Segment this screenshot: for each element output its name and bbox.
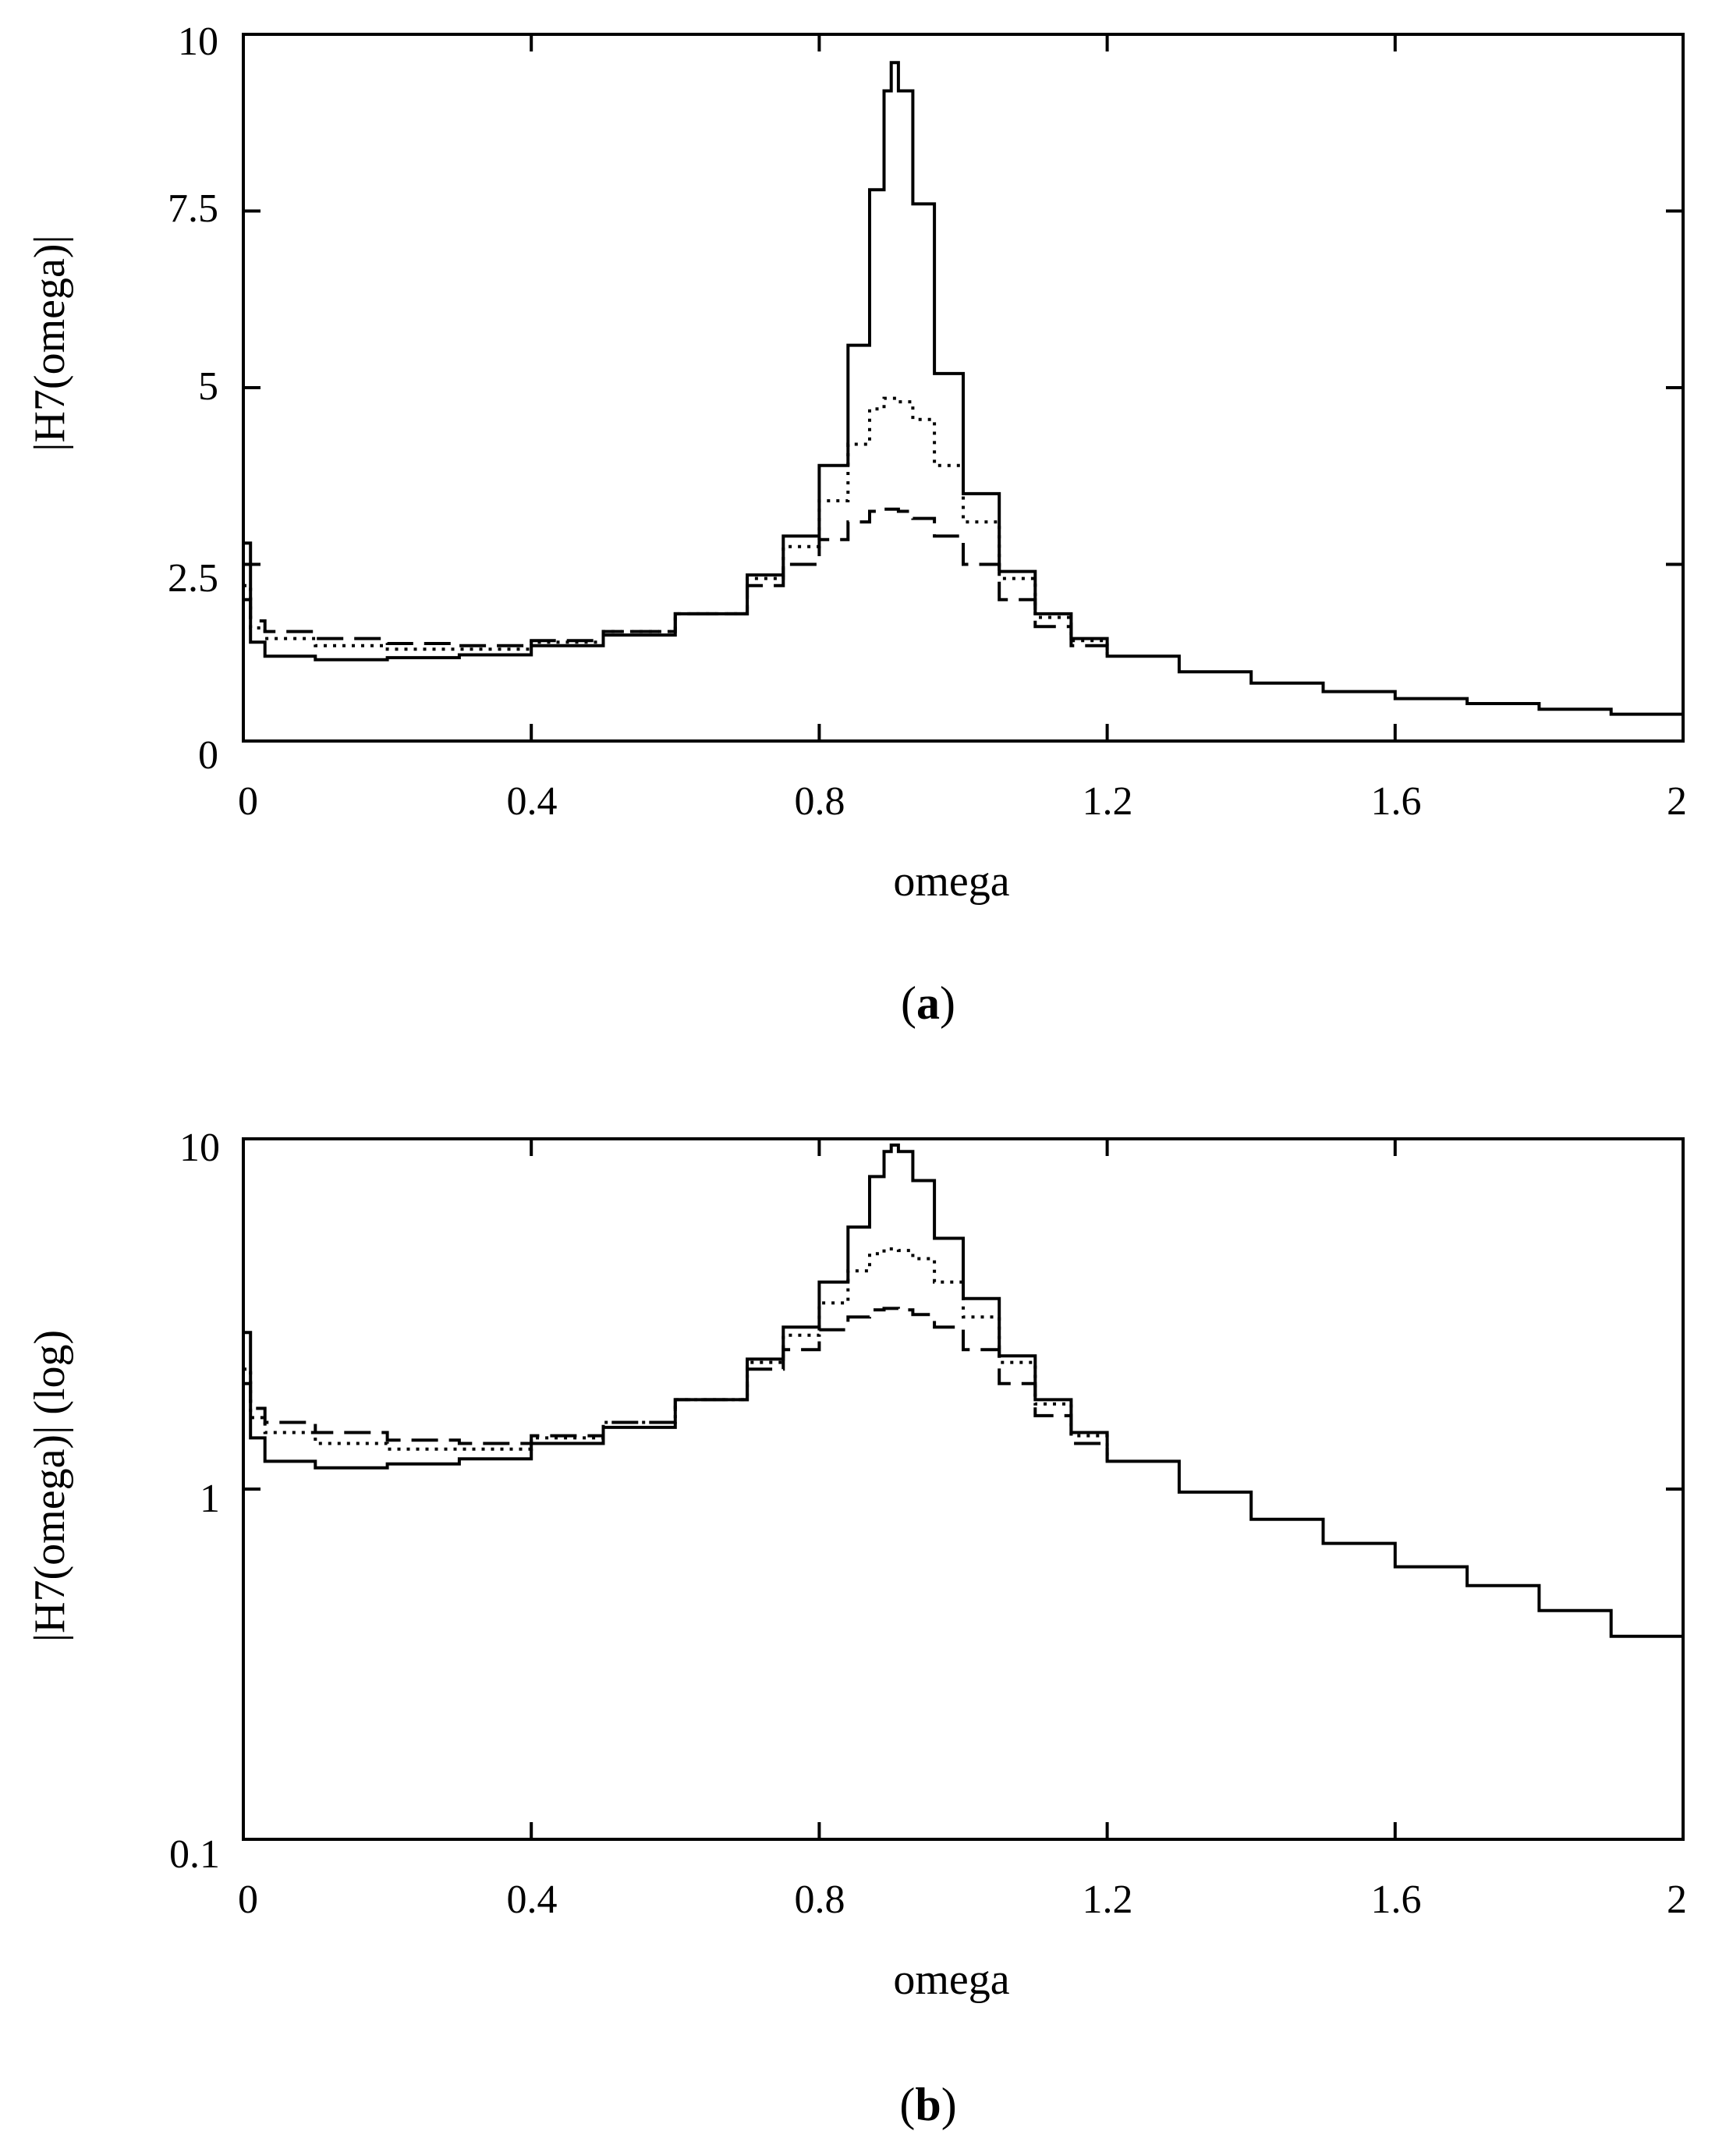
x-tick-label: 2	[1667, 1878, 1687, 1922]
panel-label-a: (a)	[901, 977, 955, 1029]
y-tick-label: 2.5	[168, 556, 218, 601]
x-tick-label: 0.4	[507, 779, 558, 824]
tick-marks-a	[242, 33, 1685, 743]
y-tick-label: 10	[178, 20, 218, 64]
tick-marks-b	[242, 1137, 1685, 1841]
x-tick-label: 0.8	[795, 779, 845, 824]
y-axis-label-b: |H7(omega)| (log)	[26, 1330, 74, 1642]
x-tick-label: 0.8	[795, 1878, 845, 1922]
x-tick-labels-b: 0 0.4 0.8 1.2 1.6 2	[238, 1878, 1687, 1922]
y-tick-labels-b: 0.1 1 10	[169, 1126, 220, 1877]
series-line-dashed	[243, 1307, 1109, 1462]
x-tick-label: 0.4	[507, 1878, 558, 1922]
x-axis-label-b: omega	[893, 1956, 1009, 2004]
y-tick-label: 10	[179, 1126, 220, 1170]
panel-label-close: )	[941, 2079, 957, 2130]
panel-label-b: (b)	[899, 2079, 956, 2130]
panel-label-letter: a	[916, 977, 940, 1029]
series-group-a	[243, 61, 1685, 718]
panel-label-close: )	[940, 977, 955, 1029]
y-axis-label-a: |H7(omega)|	[26, 235, 74, 451]
x-tick-label: 1.6	[1371, 1878, 1422, 1922]
y-tick-labels-a: 0 2.5 5 7.5 10	[168, 20, 218, 778]
x-tick-labels-a: 0 0.4 0.8 1.2 1.6 2	[238, 779, 1687, 824]
x-tick-label: 0	[238, 779, 258, 824]
x-tick-label: 1.2	[1083, 779, 1133, 824]
x-axis-label-a: omega	[893, 857, 1009, 906]
series-line-dotted	[243, 396, 1109, 657]
x-tick-label: 1.6	[1371, 779, 1422, 824]
x-tick-label: 0	[238, 1878, 258, 1922]
chart-panel-b: 0 0.4 0.8 1.2 1.6 2 0.1 1 10 omega |H7(o…	[26, 1126, 1687, 2130]
panel-label-letter: b	[915, 2079, 941, 2130]
series-group-b	[243, 1144, 1685, 1663]
chart-panel-a: 0 0.4 0.8 1.2 1.6 2 0 2.5 5 7.5 10 omega…	[26, 20, 1687, 1029]
y-tick-label: 0.1	[169, 1832, 220, 1877]
series-line-dashed	[243, 507, 1109, 657]
panel-label-open: (	[899, 2079, 915, 2130]
series-line-solid	[243, 1144, 1685, 1663]
series-line-dotted	[243, 1247, 1109, 1462]
x-tick-label: 1.2	[1083, 1878, 1133, 1922]
y-tick-label: 7.5	[168, 186, 218, 231]
y-tick-label: 5	[198, 364, 218, 409]
y-tick-label: 0	[198, 733, 218, 778]
x-tick-label: 2	[1667, 779, 1687, 824]
series-line-solid	[243, 61, 1685, 718]
panel-label-open: (	[901, 977, 916, 1029]
y-tick-label: 1	[200, 1477, 220, 1521]
